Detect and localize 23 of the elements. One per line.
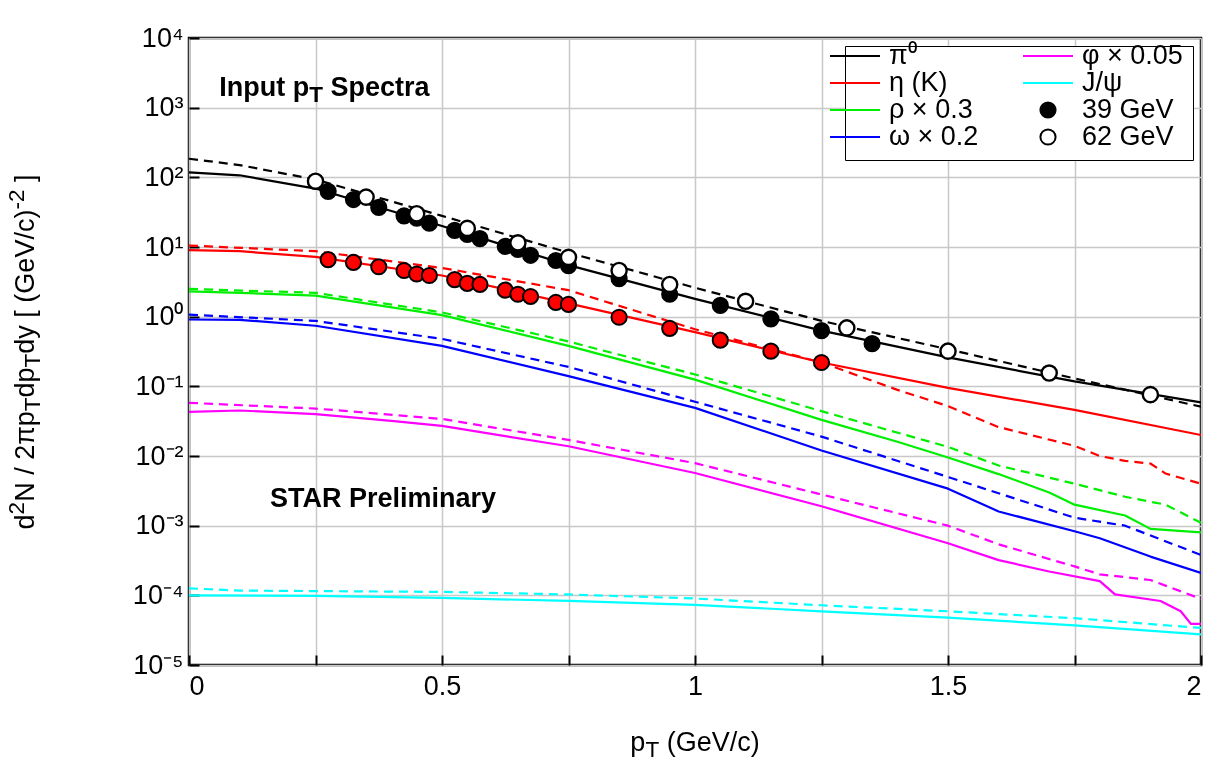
y-tick-label: 10³ (144, 92, 184, 123)
y-tick-label: 10⁻³ (135, 510, 184, 541)
y-tick-label: 10⁻⁴ (132, 579, 184, 610)
x-tick-label: 1.5 (929, 670, 968, 701)
annotation: STAR Preliminary (269, 483, 497, 515)
x-tick-label: 1 (687, 670, 704, 701)
y-tick-label: 10⁻⁵ (133, 649, 184, 680)
x-axis-title: p$_{T}$ (GeV/c) (630, 727, 760, 764)
y-tick-label: 10⁴ (141, 22, 184, 53)
y-tick-label: 10⁰ (144, 301, 184, 332)
line-series (189, 594, 1201, 636)
line-series (189, 587, 1201, 630)
y-tick-label: 10² (144, 161, 184, 192)
y-tick-label: 10¹ (144, 231, 184, 262)
annotation: Input p$_{T}$ Spectra (219, 72, 430, 109)
x-tick-label: 2 (1186, 670, 1202, 701)
y-tick-label: 10⁻² (135, 440, 184, 471)
legend-label: π⁰ (889, 40, 917, 70)
legend-label: 62 GeV (1082, 121, 1174, 151)
x-tick-label: 0.5 (423, 670, 462, 701)
y-tick-label: 10⁻¹ (135, 370, 184, 401)
line-series (189, 244, 1201, 485)
x-tick-label: 0 (189, 670, 205, 701)
